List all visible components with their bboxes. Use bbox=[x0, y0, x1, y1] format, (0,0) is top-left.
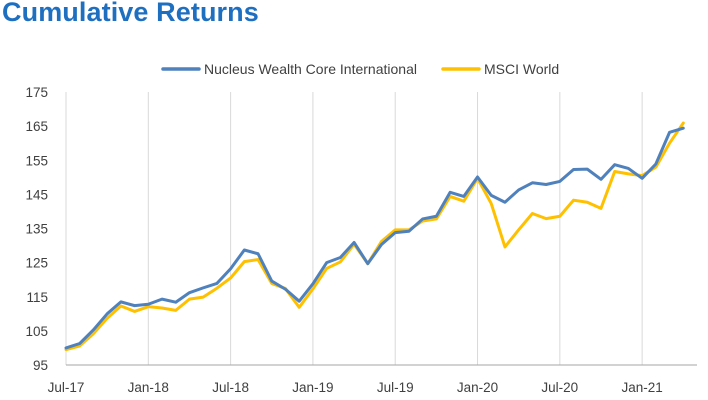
x-tick-label: Jan-19 bbox=[292, 380, 333, 395]
x-tick-label: Jan-20 bbox=[457, 380, 498, 395]
legend: Nucleus Wealth Core International MSCI Wo… bbox=[161, 61, 559, 77]
x-tick-labels: Jul-17 Jan-18 Jul-18 Jan-19 Jul-19 Jan-20 Jul-… bbox=[48, 380, 663, 395]
y-tick-label: 165 bbox=[25, 119, 48, 134]
x-tick-label: Jul-20 bbox=[541, 380, 578, 395]
x-tick-label: Jan-21 bbox=[621, 380, 662, 395]
page-title: Cumulative Returns bbox=[2, 0, 259, 27]
y-tick-label: 135 bbox=[25, 222, 48, 237]
y-tick-label: 115 bbox=[26, 290, 48, 305]
series-line-nucleus-wealth-core-international bbox=[64, 126, 685, 350]
series-line-msci-world bbox=[64, 121, 685, 352]
y-tick-labels: 95 105 115 125 135 145 155 165 175 bbox=[25, 85, 48, 373]
vertical-gridlines bbox=[65, 92, 643, 365]
y-tick-label: 145 bbox=[25, 187, 48, 202]
x-tick-label: Jan-18 bbox=[128, 380, 169, 395]
x-tick-label: Jul-17 bbox=[48, 380, 85, 395]
y-tick-label: 125 bbox=[25, 256, 48, 271]
y-tick-label: 105 bbox=[25, 324, 48, 339]
y-tick-label: 155 bbox=[25, 153, 48, 168]
series-lines bbox=[64, 121, 685, 352]
y-tick-label: 175 bbox=[25, 85, 48, 100]
x-tick-label: Jul-19 bbox=[377, 380, 414, 395]
legend-label: MSCI World bbox=[484, 61, 559, 77]
y-tick-label: 95 bbox=[33, 358, 48, 373]
x-tick-label: Jul-18 bbox=[212, 380, 249, 395]
legend-label: Nucleus Wealth Core International bbox=[204, 61, 417, 77]
